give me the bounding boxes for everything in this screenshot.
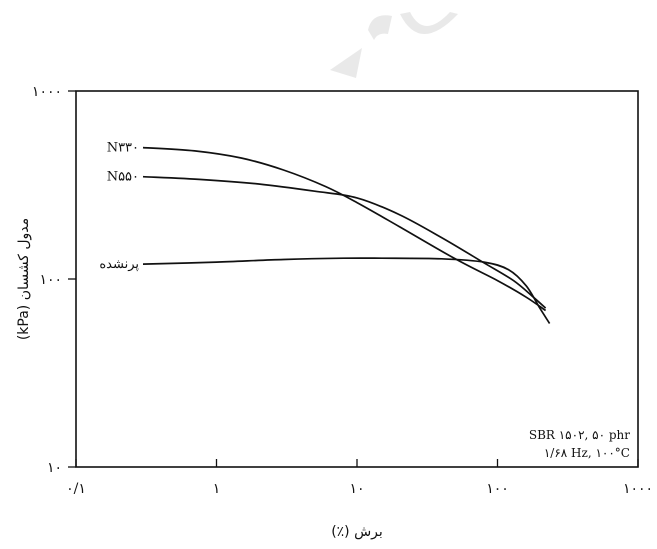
annotation-line-1: SBR ۱۵۰۲, ۵۰ phr <box>529 428 630 442</box>
x-tick-label: ۱ <box>213 481 221 497</box>
series-layer: N۳۳۰ N۵۵۰ پرنشده <box>99 141 551 324</box>
y-axis-title: مدول کشسان (kPa) <box>16 218 32 340</box>
x-axis-ticks: ۰/۱ ۱ ۱۰ ۱۰۰ ۱۰۰۰ <box>66 459 653 497</box>
x-tick-label: ۱۰۰۰ <box>623 481 653 497</box>
series-label: پرنشده <box>99 257 139 272</box>
y-axis-ticks: ۱۰ ۱۰۰ ۱۰۰۰ <box>32 84 76 476</box>
x-tick-label: ۱۰۰ <box>486 481 509 497</box>
x-tick-label: ۱۰ <box>349 481 364 497</box>
plot-frame <box>75 90 639 468</box>
y-tick-label: ۱۰ <box>47 460 62 476</box>
series-line <box>142 257 551 324</box>
x-tick-label: ۰/۱ <box>66 481 86 497</box>
series-line <box>142 175 547 309</box>
x-axis-title: برش (٪) <box>331 524 383 540</box>
annotation-line-2: ۱/۶۸ Hz, ۱۰۰°C <box>544 446 630 460</box>
logo-watermark <box>330 12 458 78</box>
series-label: N۵۵۰ <box>107 170 139 185</box>
y-tick-label: ۱۰۰۰ <box>32 84 62 100</box>
y-tick-label: ۱۰۰ <box>39 272 62 288</box>
series-label: N۳۳۰ <box>107 141 139 156</box>
series-line <box>142 146 547 312</box>
